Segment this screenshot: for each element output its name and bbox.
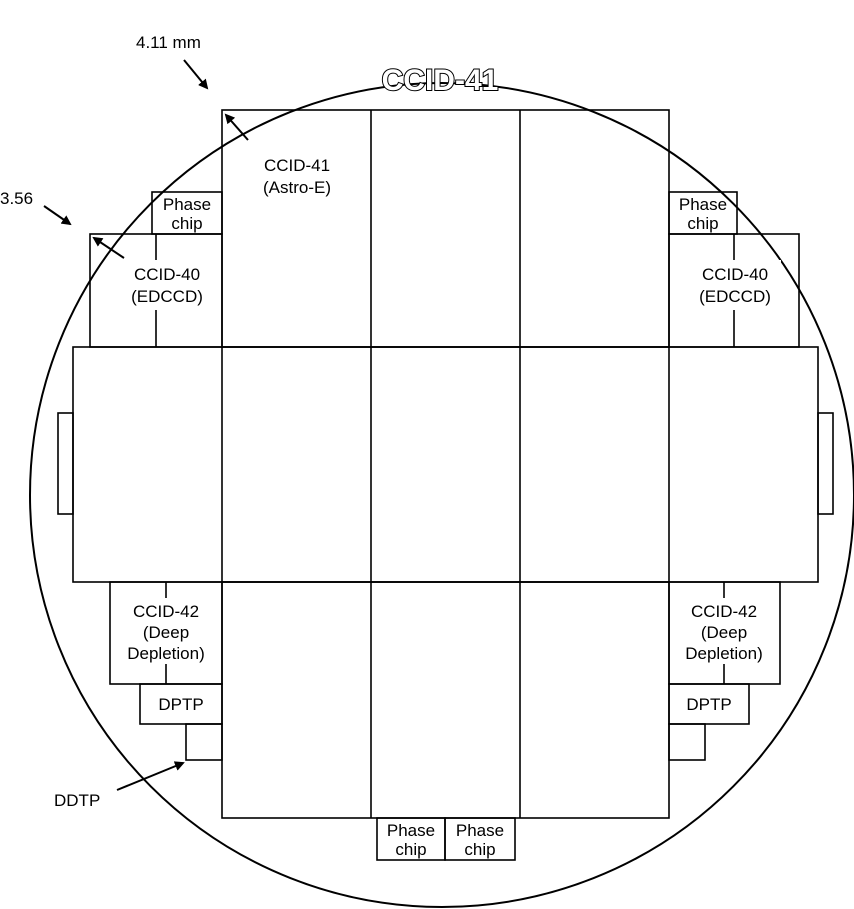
dptp-left: DPTP	[139, 683, 223, 725]
ccid42-left-line2: (Deep	[143, 623, 189, 642]
ddtp-label: DDTP	[54, 791, 100, 810]
right-side-tab	[817, 412, 834, 515]
ccid42-left-line3: Depletion)	[127, 644, 205, 663]
phase-chip-right-top: Phase chip	[668, 191, 738, 235]
phase-chip-right-top-line1: Phase	[679, 195, 727, 214]
phase-chip-bottom-right-line1: Phase	[456, 821, 504, 840]
left-side-tab	[57, 412, 74, 515]
main-die-grid	[72, 109, 819, 819]
center-die-label-line1: CCID-41	[264, 156, 330, 175]
center-die-label-line2: (Astro-E)	[263, 178, 331, 197]
ddtp-right-box	[668, 723, 706, 761]
center-die-arrow	[224, 113, 249, 141]
phase-chip-bottom-right: Phase chip	[444, 817, 516, 861]
phase-chip-bottom-left-line2: chip	[395, 840, 426, 859]
dimension-top-label: 4.11 mm	[136, 33, 201, 52]
ccid42-right-line3: Depletion)	[685, 644, 763, 663]
dimension-left-arrow	[43, 205, 72, 226]
phase-chip-bottom-left: Phase chip	[376, 817, 446, 861]
ccid40-right-line2: (EDCCD)	[699, 287, 771, 306]
ccid42-left: CCID-42 (Deep Depletion)	[109, 581, 223, 685]
phase-chip-left-top-line1: Phase	[163, 195, 211, 214]
ddtp-arrow	[116, 761, 185, 791]
page-title: CCID-41	[382, 64, 499, 97]
phase-chip-left-top-line2: chip	[171, 214, 202, 233]
ddtp-left-box	[185, 723, 223, 761]
ccid40-left-line2: (EDCCD)	[131, 287, 203, 306]
ccid40-left-line1: CCID-40	[134, 265, 200, 284]
dptp-right: DPTP	[668, 683, 750, 725]
phase-chip-right-top-line2: chip	[687, 214, 718, 233]
ccid40-left-arrow	[92, 236, 125, 259]
dptp-right-label: DPTP	[686, 695, 731, 714]
ccid40-right-line1: CCID-40	[702, 265, 768, 284]
dptp-left-label: DPTP	[158, 695, 203, 714]
phase-chip-bottom-right-line2: chip	[464, 840, 495, 859]
ccid42-right-line2: (Deep	[701, 623, 747, 642]
ccid40-right: CCID-40 (EDCCD)	[668, 233, 800, 348]
ccid42-left-line1: CCID-42	[133, 602, 199, 621]
phase-chip-bottom-left-line1: Phase	[387, 821, 435, 840]
phase-chip-left-top: Phase chip	[151, 191, 223, 235]
ccid42-right-line1: CCID-42	[691, 602, 757, 621]
dimension-left-label: 3.56	[0, 189, 33, 208]
ccid42-right: CCID-42 (Deep Depletion)	[668, 581, 781, 685]
wafer-outline	[29, 82, 854, 908]
dimension-top-arrow	[183, 59, 209, 90]
